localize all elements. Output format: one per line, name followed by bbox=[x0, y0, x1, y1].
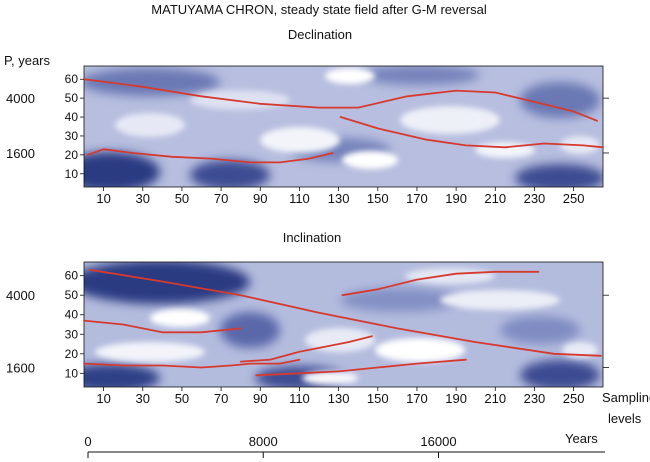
incl-y-tick-label: 40 bbox=[65, 308, 79, 322]
incl-x-tick-label: 250 bbox=[563, 391, 585, 406]
incl-x-tick-label: 150 bbox=[367, 391, 389, 406]
incl-x-tick-label: 130 bbox=[328, 391, 350, 406]
incl-x-tick-label: 10 bbox=[96, 391, 110, 406]
y-axis-title: P, years bbox=[4, 53, 51, 68]
incl-period-label: 1600 bbox=[6, 360, 35, 375]
decl-series-ridge-mid bbox=[339, 116, 604, 149]
incl-series-ridge-c bbox=[255, 358, 467, 377]
incl-y-tick-label: 60 bbox=[65, 269, 79, 283]
incl-y-tick-label: 10 bbox=[65, 366, 79, 380]
decl-y-tick-label: 30 bbox=[65, 129, 79, 143]
incl-light-layer bbox=[95, 268, 598, 385]
incl-x-tick-label: 90 bbox=[253, 391, 267, 406]
incl-x-tick-label: 190 bbox=[445, 391, 467, 406]
inclination-heatmap bbox=[84, 262, 603, 387]
incl-series-ridge-upper bbox=[341, 270, 540, 297]
incl-series-trend-long bbox=[89, 268, 602, 357]
decl-period-label: 1600 bbox=[6, 146, 35, 161]
years-axis: 0 8000 16000 bbox=[84, 434, 605, 458]
sampling-label-line2: levels bbox=[608, 411, 642, 426]
incl-axes: 10 30 50 70 90 110 130 150 170 190 210 230 250 10 20 30… bbox=[6, 269, 609, 406]
incl-series-ridge-mid bbox=[83, 319, 242, 334]
decl-y-tick-label: 60 bbox=[65, 72, 79, 86]
incl-y-tick-label: 50 bbox=[65, 288, 79, 302]
decl-x-tick-label: 230 bbox=[524, 191, 546, 206]
incl-y-tick-label: 30 bbox=[65, 327, 79, 341]
years-axis-label: Years bbox=[565, 431, 598, 446]
incl-x-tick-label: 70 bbox=[214, 391, 228, 406]
years-tick-label: 8000 bbox=[249, 434, 278, 449]
decl-x-tick-label: 150 bbox=[367, 191, 389, 206]
years-tick-label: 16000 bbox=[420, 434, 456, 449]
decl-y-tick-label: 10 bbox=[65, 167, 79, 181]
incl-x-tick-label: 110 bbox=[289, 391, 310, 406]
decl-y-tick-label: 20 bbox=[65, 148, 79, 162]
decl-x-tick-label: 170 bbox=[406, 191, 428, 206]
decl-x-tick-label: 50 bbox=[175, 191, 189, 206]
decl-x-tick-label: 190 bbox=[445, 191, 467, 206]
decl-trend-lines bbox=[83, 78, 604, 164]
incl-x-tick-label: 170 bbox=[406, 391, 428, 406]
decl-x-tick-label: 70 bbox=[214, 191, 228, 206]
declination-panel: 10 30 50 70 90 110 130 150 170 190 210 230 250 10 20 30… bbox=[6, 65, 609, 206]
figure-title: MATUYAMA CHRON, steady state field after… bbox=[151, 2, 487, 17]
decl-period-label: 4000 bbox=[6, 91, 35, 106]
incl-x-tick-label: 30 bbox=[136, 391, 150, 406]
decl-title: Declination bbox=[288, 27, 352, 42]
decl-series-ridge-upper-b bbox=[357, 89, 598, 122]
incl-x-tick-label: 50 bbox=[175, 391, 189, 406]
decl-series-ridge-upper-a bbox=[83, 78, 360, 109]
decl-x-tick-label: 90 bbox=[253, 191, 267, 206]
decl-x-tick-label: 210 bbox=[484, 191, 506, 206]
incl-y-tick-label: 20 bbox=[65, 347, 79, 361]
incl-x-tick-label: 210 bbox=[484, 391, 506, 406]
decl-frame bbox=[83, 65, 604, 188]
decl-y-tick-label: 50 bbox=[65, 91, 79, 105]
incl-period-label: 4000 bbox=[6, 288, 35, 303]
decl-x-tick-label: 30 bbox=[136, 191, 150, 206]
incl-trend-lines bbox=[83, 268, 602, 377]
incl-x-tick-label: 230 bbox=[524, 391, 546, 406]
incl-series-ridge-a bbox=[239, 335, 373, 363]
decl-series-ridge-low bbox=[87, 148, 334, 164]
declination-heatmap bbox=[84, 66, 603, 187]
decl-y-tick-label: 40 bbox=[65, 110, 79, 124]
decl-x-tick-label: 130 bbox=[328, 191, 350, 206]
decl-x-tick-label: 110 bbox=[289, 191, 310, 206]
decl-x-tick-label: 10 bbox=[96, 191, 110, 206]
incl-frame bbox=[83, 261, 604, 388]
incl-series-ridge-b bbox=[83, 358, 301, 369]
sampling-label-line1: Sampling bbox=[602, 390, 650, 405]
years-tick-label: 0 bbox=[84, 434, 91, 449]
inclination-panel: 10 30 50 70 90 110 130 150 170 190 210 230 250 10 20 30… bbox=[6, 261, 609, 406]
incl-dark-layer bbox=[84, 262, 600, 387]
incl-title: Inclination bbox=[283, 230, 342, 245]
decl-axes: 10 30 50 70 90 110 130 150 170 190 210 230 250 10 20 30… bbox=[6, 72, 609, 206]
decl-x-tick-label: 250 bbox=[563, 191, 585, 206]
